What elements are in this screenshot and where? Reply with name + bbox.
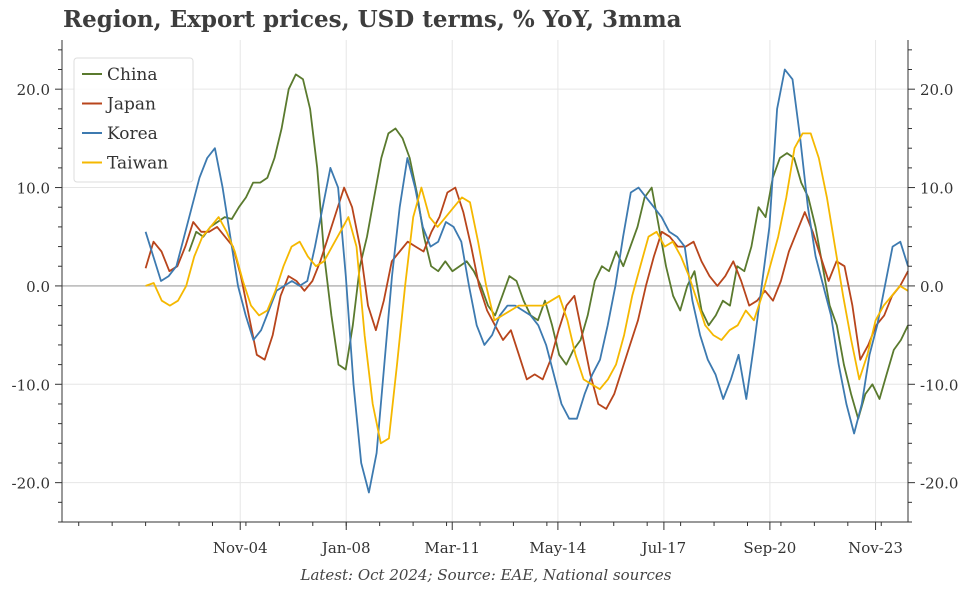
series-lines <box>144 68 909 494</box>
line-chart: Nov-04 Jan-08 Mar-11 May-14 Jul-17 Sep-20 Nov-… <box>12 40 959 557</box>
x-tick-label: Sep-20 <box>743 539 796 557</box>
y-tick-label-left: -20.0 <box>12 475 50 493</box>
tick-labels: Nov-04 Jan-08 Mar-11 May-14 Jul-17 Sep-20 Nov-… <box>12 81 959 557</box>
x-tick-label: Mar-11 <box>424 539 480 557</box>
x-tick-label: Jul-17 <box>640 539 687 557</box>
y-tick-label-left: -10.0 <box>12 376 50 394</box>
y-tick-label-left: 10.0 <box>17 180 50 198</box>
series-line-japan <box>144 186 909 410</box>
y-tick-label-left: 0.0 <box>26 278 50 296</box>
x-tick-label: Nov-04 <box>213 539 268 557</box>
y-tick-label-right: 0.0 <box>920 278 944 296</box>
x-tick-label: Jan-08 <box>320 539 371 557</box>
legend-label-china: China <box>107 65 157 85</box>
y-tick-label-right: -20.0 <box>920 475 958 493</box>
y-tick-label-left: 20.0 <box>17 81 50 99</box>
series-line-taiwan <box>145 132 909 445</box>
legend-label-korea: Korea <box>107 124 158 144</box>
y-tick-label-right: 10.0 <box>920 180 953 198</box>
y-tick-label-right: 20.0 <box>920 81 953 99</box>
series-line-korea <box>144 68 909 494</box>
legend-label-taiwan: Taiwan <box>107 154 168 174</box>
chart-title: Region, Export prices, USD terms, % YoY,… <box>63 6 682 33</box>
series-line-china <box>188 73 909 420</box>
legend-label-japan: Japan <box>105 95 156 115</box>
legend: China Japan Korea Taiwan <box>73 57 194 183</box>
chart-caption: Latest: Oct 2024; Source: EAE, National … <box>300 566 672 584</box>
x-tick-label: May-14 <box>529 539 586 557</box>
y-tick-label-right: -10.0 <box>920 376 958 394</box>
axes <box>55 40 915 530</box>
legend-box <box>73 57 194 183</box>
x-tick-label: Nov-23 <box>848 539 903 557</box>
